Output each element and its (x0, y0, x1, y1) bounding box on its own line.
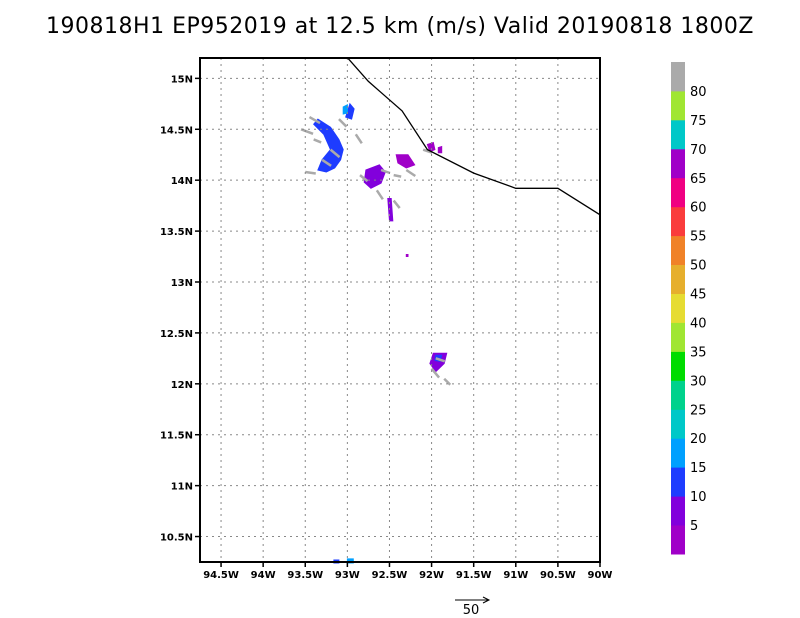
wind-vector-14 (422, 148, 433, 154)
colorbar-segment-13 (671, 148, 685, 179)
colorbar-segment-15 (671, 90, 685, 121)
colorbar-segment-6 (671, 351, 685, 381)
wind-patches (313, 102, 448, 564)
x-tick-label-0: 94.5W (203, 570, 239, 581)
colorbar-segment-7 (671, 322, 685, 352)
wind-patch-4 (395, 154, 416, 169)
y-tick-label-4: 13N (171, 278, 193, 289)
x-tick-label-4: 92.5W (372, 570, 408, 581)
x-tick-label-8: 90.5W (540, 570, 576, 581)
colorbar-segment-12 (671, 177, 685, 208)
y-tick-label-9: 10.5N (160, 533, 193, 544)
colorbar-segment-5 (671, 380, 685, 410)
wind-patch-5 (429, 352, 448, 373)
y-tick-label-8: 11N (171, 482, 193, 493)
wind-vector-11 (393, 173, 402, 178)
colorbar-segment-10 (671, 235, 685, 265)
wind-patch-10 (405, 254, 409, 257)
wind-vector-5 (321, 158, 332, 167)
colorbar-label-6: 35 (690, 345, 707, 360)
y-tick-label-5: 12.5N (160, 329, 193, 340)
colorbar-label-13: 70 (690, 143, 707, 158)
wind-vector-9 (380, 168, 391, 175)
colorbar-label-14: 75 (690, 114, 707, 129)
y-tick-label-6: 12N (171, 380, 193, 391)
colorbar-segment-8 (671, 293, 685, 323)
colorbar-label-11: 60 (690, 201, 707, 216)
colorbar-label-12: 65 (690, 172, 707, 187)
wind-vector-7 (354, 133, 363, 145)
x-tick-label-9: 90W (588, 570, 613, 581)
x-tick-label-2: 93.5W (287, 570, 323, 581)
y-tick-label-0: 15N (171, 74, 193, 85)
wind-vector-17 (443, 377, 452, 386)
wind-vector-4 (305, 170, 316, 175)
colorbar-segment-11 (671, 206, 685, 237)
plot-frame (199, 57, 601, 563)
colorbar-label-3: 20 (690, 432, 707, 447)
coastline (346, 58, 600, 216)
wind-patch-8 (437, 145, 443, 154)
wind-vector-13 (392, 199, 401, 209)
grid-lines (200, 58, 600, 562)
wind-patch-0 (313, 118, 344, 173)
axis-ticks: 94.5W 94W 93.5W 93W 92.5W 92W 91.5W 91W 90.5W 90W… (160, 74, 613, 581)
x-tick-label-6: 91.5W (456, 570, 492, 581)
colorbar-segment-1 (671, 496, 685, 526)
colorbar-label-15: 80 (690, 85, 707, 100)
colorbar-segment-9 (671, 264, 685, 294)
reference-vector-label: 50 (463, 603, 480, 618)
colorbar-segment-16 (671, 62, 685, 92)
colorbar-label-10: 55 (690, 230, 707, 245)
colorbar-segment-4 (671, 409, 685, 439)
colorbar-label-7: 40 (690, 317, 707, 332)
wind-vector-0 (308, 115, 321, 125)
y-tick-label-3: 13.5N (160, 227, 193, 238)
colorbar-label-9: 50 (690, 259, 707, 274)
x-tick-label-5: 92W (419, 570, 444, 581)
colorbar-label-0: 5 (690, 519, 698, 534)
wind-vector-12 (405, 168, 417, 178)
colorbar-label-2: 15 (690, 461, 707, 476)
wind-vectors (300, 115, 452, 386)
colorbar: 5 10 15 20 25 30 35 40 45 50 55 60 65 70 75 80 (671, 62, 707, 555)
wind-vector-2 (329, 148, 341, 159)
x-tick-label-7: 91W (503, 570, 528, 581)
colorbar-segment-3 (671, 438, 685, 468)
wind-patch-3 (363, 164, 386, 189)
x-tick-label-3: 93W (335, 570, 360, 581)
y-tick-label-2: 14N (171, 176, 193, 187)
reference-vector: 50 (455, 596, 491, 618)
wind-patch-9 (387, 198, 394, 222)
y-tick-label-1: 14.5N (160, 125, 193, 136)
frame-rect (199, 57, 601, 563)
reference-arrow-head (482, 596, 491, 604)
colorbar-label-8: 45 (690, 288, 707, 303)
colorbar-segment-14 (671, 119, 685, 150)
colorbar-segment-2 (671, 467, 685, 497)
colorbar-label-1: 10 (690, 490, 707, 505)
wind-vector-1 (300, 128, 314, 135)
y-tick-label-7: 11.5N (160, 431, 193, 442)
wind-vector-6 (338, 118, 348, 128)
wind-vector-8 (359, 174, 369, 183)
colorbar-label-5: 30 (690, 374, 707, 389)
wind-vector-10 (375, 189, 384, 201)
chart-title: 190818H1 EP952019 at 12.5 km (m/s) Valid… (46, 14, 754, 39)
coastline-line (346, 58, 600, 216)
wind-vector-15 (435, 357, 446, 363)
wind-vector-16 (430, 367, 441, 379)
colorbar-label-4: 25 (690, 403, 707, 418)
wind-patch-2 (342, 103, 348, 115)
colorbar-segment-0 (671, 525, 685, 555)
x-tick-label-1: 94W (251, 570, 276, 581)
wind-vector-3 (313, 138, 322, 144)
